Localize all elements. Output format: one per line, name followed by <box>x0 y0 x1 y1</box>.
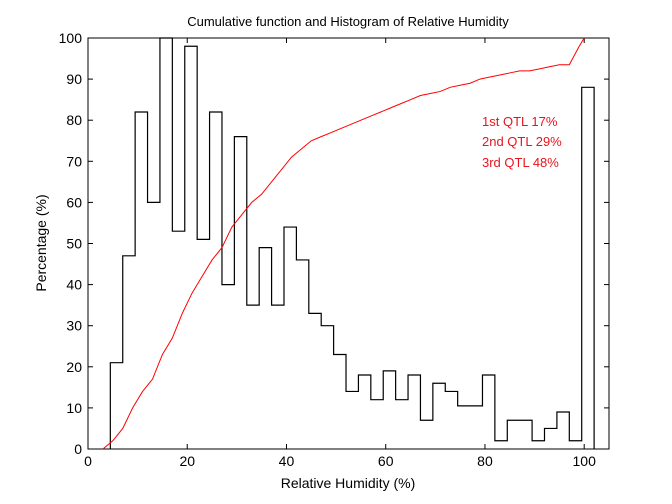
x-axis-label: Relative Humidity (%) <box>281 475 416 491</box>
y-tick-label: 70 <box>66 153 82 169</box>
y-tick-label: 30 <box>66 318 82 334</box>
y-tick-label: 80 <box>66 112 82 128</box>
annotation-q2: 2nd QTL 29% <box>482 134 562 149</box>
y-tick-label: 50 <box>66 236 82 252</box>
y-tick-label: 60 <box>66 194 82 210</box>
y-tick-label: 40 <box>66 277 82 293</box>
y-tick-label: 20 <box>66 359 82 375</box>
x-axis-ticks: 0 20 40 60 80 100 <box>84 38 596 469</box>
quantile-annotations: 1st QTL 17% 2nd QTL 29% 3rd QTL 48% <box>482 114 562 170</box>
y-tick-label: 0 <box>74 441 82 457</box>
annotation-q1: 1st QTL 17% <box>482 114 558 129</box>
y-axis-ticks: 0 10 20 30 40 50 60 70 80 90 100 <box>59 30 609 457</box>
annotation-q3: 3rd QTL 48% <box>482 155 559 170</box>
x-tick-label: 100 <box>573 453 597 469</box>
histogram-outline <box>109 37 595 449</box>
chart-title: Cumulative function and Histogram of Rel… <box>187 14 509 29</box>
y-tick-label: 100 <box>59 30 83 46</box>
cumulative-line <box>102 37 585 450</box>
x-tick-label: 0 <box>84 453 92 469</box>
x-tick-label: 60 <box>378 453 394 469</box>
plot-area <box>87 37 610 450</box>
x-tick-label: 20 <box>179 453 195 469</box>
y-tick-label: 10 <box>66 400 82 416</box>
x-tick-label: 80 <box>477 453 493 469</box>
series-layer <box>102 37 595 450</box>
y-axis-label: Percentage (%) <box>33 194 49 291</box>
y-tick-label: 90 <box>66 71 82 87</box>
x-tick-label: 40 <box>279 453 295 469</box>
